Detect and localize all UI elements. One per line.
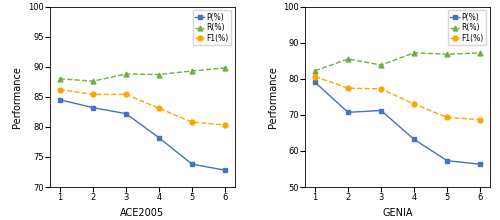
P(%) — [411, 138, 417, 141]
P(%) — [477, 163, 483, 166]
F1(%) — [156, 107, 162, 110]
F1(%) — [411, 103, 417, 105]
P(%) — [57, 99, 63, 101]
Line: R(%): R(%) — [312, 50, 482, 73]
R(%) — [411, 51, 417, 54]
R(%) — [57, 77, 63, 80]
Legend: P(%), R(%), F1(%): P(%), R(%), F1(%) — [448, 10, 486, 45]
R(%) — [444, 53, 450, 55]
P(%) — [312, 81, 318, 84]
Line: F1(%): F1(%) — [58, 87, 228, 128]
P(%) — [378, 109, 384, 112]
F1(%) — [222, 124, 228, 126]
P(%) — [189, 163, 195, 165]
F1(%) — [123, 93, 129, 96]
P(%) — [345, 111, 351, 114]
R(%) — [123, 73, 129, 75]
Line: F1(%): F1(%) — [312, 74, 482, 122]
Legend: P(%), R(%), F1(%): P(%), R(%), F1(%) — [193, 10, 231, 45]
R(%) — [156, 73, 162, 76]
P(%) — [156, 136, 162, 139]
F1(%) — [312, 75, 318, 78]
R(%) — [378, 64, 384, 66]
P(%) — [90, 106, 96, 109]
P(%) — [222, 169, 228, 171]
R(%) — [345, 58, 351, 60]
Y-axis label: Performance: Performance — [12, 66, 22, 128]
F1(%) — [189, 121, 195, 123]
R(%) — [312, 70, 318, 72]
F1(%) — [345, 87, 351, 90]
P(%) — [123, 112, 129, 115]
F1(%) — [444, 116, 450, 119]
X-axis label: GENIA: GENIA — [382, 208, 413, 218]
Line: P(%): P(%) — [58, 98, 227, 172]
Y-axis label: Performance: Performance — [268, 66, 278, 128]
R(%) — [189, 70, 195, 72]
Line: P(%): P(%) — [313, 80, 482, 166]
P(%) — [444, 159, 450, 162]
F1(%) — [90, 93, 96, 96]
R(%) — [90, 80, 96, 82]
F1(%) — [477, 118, 483, 121]
F1(%) — [378, 88, 384, 90]
F1(%) — [57, 88, 63, 91]
R(%) — [222, 67, 228, 69]
R(%) — [477, 51, 483, 54]
X-axis label: ACE2005: ACE2005 — [120, 208, 164, 218]
Line: R(%): R(%) — [58, 66, 228, 84]
